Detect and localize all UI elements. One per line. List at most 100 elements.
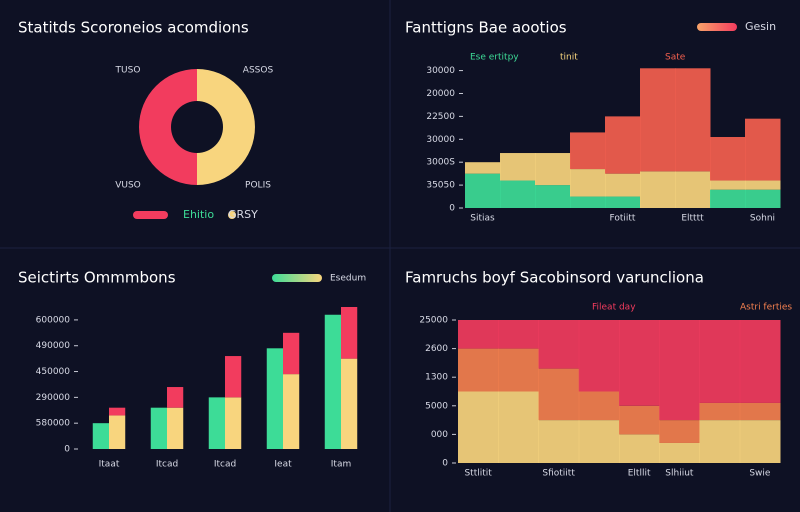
y-tick-label: 0 (64, 445, 70, 455)
y-tick-label: 30000 (426, 135, 455, 145)
x-tick-label: Fotiitt (610, 214, 636, 224)
y-tick-label: 0 (449, 204, 455, 214)
legend-label: tinit (560, 53, 578, 63)
annotation: VUSO (115, 181, 141, 191)
y-tick-label: 25000 (419, 316, 448, 326)
bar-segment (538, 368, 580, 421)
bar-segment (458, 320, 499, 349)
bar-segment (675, 171, 711, 208)
bar-segment (535, 185, 571, 208)
bar-segment (739, 420, 781, 463)
y-tick-label: 450000 (36, 367, 71, 377)
legend-label: Ese ertitpy (470, 53, 519, 63)
bar-segment (739, 402, 781, 421)
bar-segment (605, 116, 641, 174)
y-tick-label: 1300 (425, 373, 448, 383)
legend-label: GRSY (228, 208, 258, 221)
y-tick-label: 5000 (425, 401, 448, 411)
bar-segment (465, 162, 501, 174)
annotation: ASSOS (243, 66, 274, 76)
bar-segment (699, 320, 741, 403)
bar-segment (150, 407, 167, 449)
chart-title: Seictirts Ommmbons (18, 269, 176, 287)
bar-segment (675, 68, 711, 172)
bar-segment (710, 189, 746, 208)
x-tick-label: Swie (749, 469, 771, 479)
legend-label: Gesin (745, 20, 776, 33)
bar-segment (640, 68, 676, 172)
x-tick-label: Itaat (99, 460, 120, 470)
bar-segment (619, 405, 660, 435)
bar-segment (570, 196, 606, 208)
x-tick-label: Sitias (470, 214, 495, 224)
bar-segment (605, 173, 641, 197)
legend-label: Sate (665, 53, 686, 63)
bar-segment (266, 348, 283, 449)
legend-label: Fileat day (592, 303, 636, 313)
bar-segment (710, 137, 746, 181)
x-tick-label: Sttlitit (464, 469, 492, 479)
chart-title: Famruchs boyf Sacobinsord varuncliona (405, 269, 704, 287)
bar-segment (225, 356, 242, 398)
x-tick-label: Slhiiut (665, 469, 694, 479)
annotation: POLIS (245, 181, 271, 191)
bar-segment (283, 332, 300, 375)
y-tick-label: 35050 (426, 181, 455, 191)
bar-segment (465, 173, 501, 208)
y-tick-label: 22500 (426, 112, 455, 122)
y-tick-label: 580000 (36, 419, 71, 429)
bar-segment (498, 320, 539, 349)
y-tick-label: 20000 (426, 89, 455, 99)
y-tick-label: 0 (442, 459, 448, 469)
bar-segment (745, 189, 781, 208)
bar-segment (324, 314, 341, 449)
pie-slice (139, 69, 197, 185)
legend-swatch (272, 274, 322, 282)
x-tick-label: Itcad (214, 460, 236, 470)
bar-segment (92, 423, 109, 449)
bar-segment (458, 391, 499, 463)
bar-segment (659, 320, 700, 421)
legend-swatch (133, 211, 168, 219)
pie-slice (197, 69, 255, 185)
x-tick-label: Itam (331, 460, 351, 470)
y-tick-label: 3000S (426, 158, 455, 168)
bar-segment (538, 320, 580, 369)
x-tick-label: Sfiotiitt (542, 469, 575, 479)
bar-segment (498, 391, 539, 463)
bar-segment (659, 420, 700, 443)
bar-segment (225, 397, 242, 449)
legend-label: Esedum (330, 274, 366, 284)
x-tick-label: Itcad (156, 460, 178, 470)
bar-segment (578, 391, 620, 421)
y-tick-label: 30000 (426, 66, 455, 76)
y-tick-label: 490000 (36, 341, 71, 351)
x-tick-label: Eltllit (628, 469, 651, 479)
bar-segment (745, 180, 781, 190)
bar-segment (739, 320, 781, 403)
legend-label: Astri ferties (740, 303, 792, 313)
bar-segment (619, 434, 660, 463)
y-tick-label: 290000 (36, 393, 71, 403)
chart-title: Fanttigns Bae aootios (405, 19, 567, 37)
bar-segment (619, 320, 660, 406)
bar-segment (640, 171, 676, 208)
annotation: TUSO (115, 66, 141, 76)
bar-segment (341, 358, 358, 449)
legend-swatch (697, 23, 737, 31)
legend-label: Ehitio (183, 208, 214, 221)
bar-segment (208, 397, 225, 449)
bar-segment (710, 180, 746, 190)
x-tick-label: Eltttt (681, 214, 704, 224)
bar-segment (341, 307, 358, 359)
bar-segment (570, 132, 606, 170)
x-tick-label: Sohni (750, 214, 775, 224)
bar-segment (578, 320, 620, 392)
chart-title: Statitds Scoroneios acomdions (18, 19, 249, 37)
bar-segment (167, 407, 184, 449)
bar-segment (570, 169, 606, 197)
bar-segment (535, 153, 571, 186)
bar-segment (109, 415, 126, 449)
